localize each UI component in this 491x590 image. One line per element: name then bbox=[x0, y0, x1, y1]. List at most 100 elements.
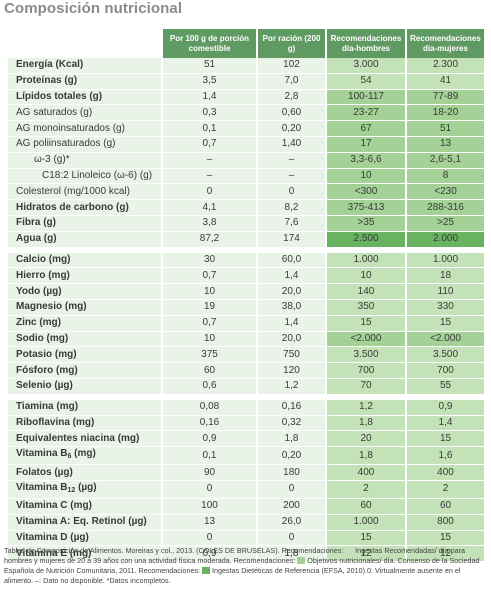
value-rec-men: 2 bbox=[327, 479, 405, 498]
value-per-100g: 0,7 bbox=[163, 267, 256, 284]
nutrient-label: Vitamina A: Eq. Retinol (µg) bbox=[8, 513, 161, 530]
nutrient-name: Colesterol (mg/1000 kcal) bbox=[16, 185, 130, 197]
value-per-100g: 1,4 bbox=[163, 88, 256, 105]
value-rec-men: 60 bbox=[327, 497, 405, 514]
nutrient-label: Proteínas (g) bbox=[8, 72, 161, 89]
value-per-serving: 1,8 bbox=[258, 545, 325, 562]
value-rec-men: <300 bbox=[327, 183, 405, 200]
footnote-text-3: Objetivos nutricionales/ día. Consenso d… bbox=[4, 556, 480, 575]
nutrient-label: Riboflavina (mg) bbox=[8, 414, 161, 431]
value-rec-women: 330 bbox=[407, 298, 484, 315]
nutrient-label: Vitamina D (µg) bbox=[8, 529, 161, 546]
table-body: Energía (Kcal) 51 102 3.000 2.300 Proteínas (… bbox=[8, 58, 484, 562]
nutrient-label: Calcio (mg) bbox=[8, 252, 161, 268]
value-per-100g: 13 bbox=[163, 513, 256, 530]
nutrient-label: Vitamina B12 (µg) bbox=[8, 479, 161, 498]
table-row: Vitamina B12 (µg) 0 0 2 2 bbox=[8, 479, 484, 498]
value-rec-women: 55 bbox=[407, 377, 484, 394]
table-row: Hidratos de carbono (g) 4,1 8,2 375-413 288-… bbox=[8, 199, 484, 215]
value-per-serving: 0 bbox=[258, 183, 325, 200]
nutrient-name: Vitamina D (µg) bbox=[16, 531, 89, 543]
value-per-100g: 10 bbox=[163, 283, 256, 299]
value-per-serving: – bbox=[258, 167, 325, 184]
value-per-serving: 20,0 bbox=[258, 283, 325, 299]
header-rec-women: Recomendaciones día-mujeres bbox=[407, 29, 484, 58]
legend-swatch-efsa bbox=[202, 567, 211, 574]
nutrient-label: Vitamina C (mg) bbox=[8, 497, 161, 514]
nutrient-name: ω-3 (g)* bbox=[34, 154, 70, 166]
value-rec-men: 140 bbox=[327, 283, 405, 299]
value-per-serving: 2,8 bbox=[258, 88, 325, 105]
value-rec-women: 110 bbox=[407, 283, 484, 299]
nutrient-label: Hierro (mg) bbox=[8, 267, 161, 284]
nutrient-name: Tiamina (mg) bbox=[16, 401, 79, 413]
value-per-100g: 3,5 bbox=[163, 72, 256, 89]
nutrient-label: Yodo (µg) bbox=[8, 283, 161, 299]
value-per-serving: 0,16 bbox=[258, 399, 325, 415]
value-rec-women: 2,6-5,1 bbox=[407, 151, 484, 168]
value-rec-men: 3,3-6,6 bbox=[327, 151, 405, 168]
value-per-serving: 0,60 bbox=[258, 104, 325, 121]
nutrient-label: Fibra (g) bbox=[8, 214, 161, 231]
value-rec-men: 1.000 bbox=[327, 252, 405, 268]
nutrient-label: AG saturados (g) bbox=[8, 104, 161, 121]
value-rec-women: 0,9 bbox=[407, 399, 484, 415]
nutrient-label: Hidratos de carbono (g) bbox=[8, 199, 161, 215]
value-rec-women: 3.500 bbox=[407, 346, 484, 363]
separator-cell bbox=[163, 246, 256, 253]
value-rec-men: 1,8 bbox=[327, 446, 405, 465]
value-per-100g: 0,6 bbox=[163, 377, 256, 394]
table-row: Vitamina B6 (mg) 0,1 0,20 1,8 1,6 bbox=[8, 446, 484, 465]
nutrient-name: AG poliinsaturados (g) bbox=[16, 138, 116, 150]
value-per-100g: 51 bbox=[163, 58, 256, 73]
nutrient-label: Vitamina B6 (mg) bbox=[8, 446, 161, 465]
value-rec-men: 23-27 bbox=[327, 104, 405, 121]
table-row: ω-3 (g)* – –3,3-6,6 2,6-5,1 bbox=[8, 151, 484, 168]
value-per-100g: 30 bbox=[163, 252, 256, 268]
nutrient-name: Sodio (mg) bbox=[16, 332, 69, 344]
nutrient-name: Hierro (mg) bbox=[16, 269, 70, 281]
table-row: Selenio (µg) 0,6 1,2 70 55 bbox=[8, 377, 484, 394]
nutrient-name: AG saturados (g) bbox=[16, 106, 93, 118]
value-per-serving: 1,4 bbox=[258, 267, 325, 284]
nutrient-name: Proteínas (g) bbox=[16, 75, 78, 87]
table-row: Fibra (g) 3,8 7,6 >35 >25 bbox=[8, 214, 484, 231]
value-rec-women: 1.000 bbox=[407, 252, 484, 268]
value-per-serving: 1,40 bbox=[258, 135, 325, 152]
nutrient-name: Potasio (mg) bbox=[16, 348, 77, 360]
value-rec-men: 3.000 bbox=[327, 58, 405, 73]
value-rec-women: 12 bbox=[407, 545, 484, 562]
nutrient-label: Folatos (µg) bbox=[8, 464, 161, 480]
nutrient-name: Riboflavina (mg) bbox=[16, 416, 95, 428]
value-per-serving: 38,0 bbox=[258, 298, 325, 315]
value-rec-women: 15 bbox=[407, 430, 484, 447]
value-rec-women: 288-316 bbox=[407, 199, 484, 215]
value-per-100g: 375 bbox=[163, 346, 256, 363]
separator-cell bbox=[327, 393, 405, 400]
value-rec-women: 15 bbox=[407, 529, 484, 546]
value-rec-men: <2.000 bbox=[327, 330, 405, 347]
footnote-text-1: Tablas de Composición de Alimentos. More… bbox=[4, 546, 346, 555]
value-per-serving: 1,4 bbox=[258, 314, 325, 331]
nutrient-name: Folatos (µg) bbox=[16, 466, 73, 478]
table-row: Calcio (mg) 30 60,0 1.000 1.000 bbox=[8, 252, 484, 268]
value-per-serving: 7,0 bbox=[258, 72, 325, 89]
value-rec-women: 1,4 bbox=[407, 414, 484, 431]
table-row: Vitamina A: Eq. Retinol (µg) 13 26,0 1.000 8… bbox=[8, 513, 484, 530]
value-per-serving: – bbox=[258, 151, 325, 168]
table-row: Energía (Kcal) 51 102 3.000 2.300 bbox=[8, 58, 484, 73]
value-rec-men: 1,8 bbox=[327, 414, 405, 431]
footnote: Tablas de Composición de Alimentos. More… bbox=[4, 546, 486, 586]
value-per-100g: 0,7 bbox=[163, 314, 256, 331]
separator-cell bbox=[327, 246, 405, 253]
value-per-100g: 100 bbox=[163, 497, 256, 514]
value-rec-women: 18-20 bbox=[407, 104, 484, 121]
value-per-serving: 60,0 bbox=[258, 252, 325, 268]
nutrient-name: AG monoinsaturados (g) bbox=[16, 122, 125, 134]
nutrient-subscript: 6 bbox=[67, 453, 72, 461]
value-rec-men: 15 bbox=[327, 314, 405, 331]
separator-cell bbox=[407, 393, 484, 400]
table-row: Proteínas (g) 3,5 7,0 54 41 bbox=[8, 72, 484, 89]
header-blank bbox=[8, 29, 161, 58]
footnote-text-2: Ingestas Recomendadas/ día para hombres … bbox=[4, 546, 466, 565]
